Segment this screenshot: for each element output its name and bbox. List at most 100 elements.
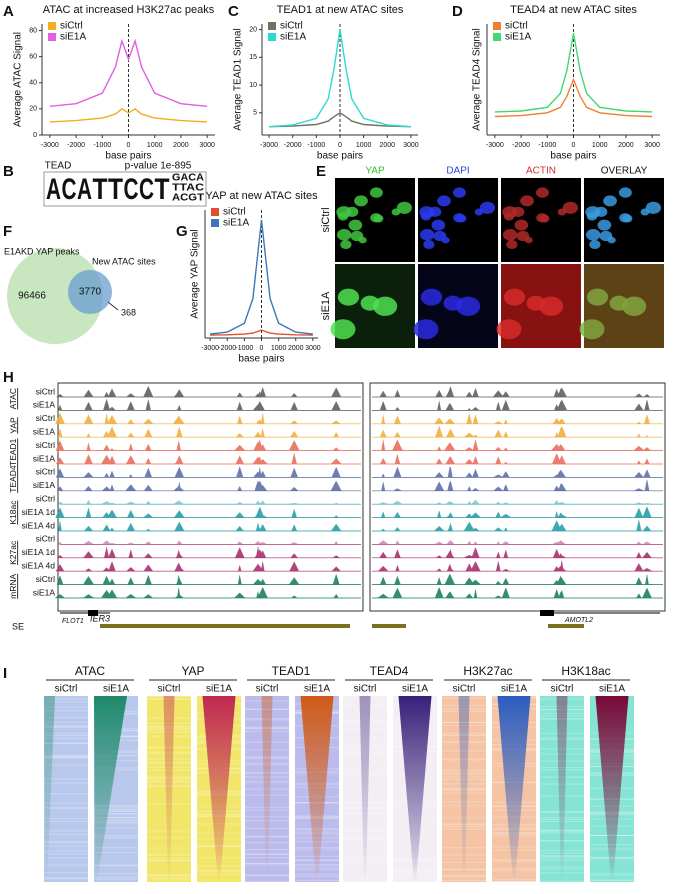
heatmap-column-label: siE1A <box>599 684 625 695</box>
heatmap-group-label: ATAC <box>75 664 106 678</box>
x-tick-label: -3000 <box>260 142 278 149</box>
x-tick-label: 0 <box>572 142 576 149</box>
venn-overlap: 3770 <box>79 287 102 298</box>
cell <box>496 319 522 340</box>
motif-letter: T <box>108 173 123 206</box>
heatmap-texture <box>44 830 88 832</box>
y-tick-label: 20 <box>249 26 257 33</box>
x-tick-label: 1000 <box>592 142 608 149</box>
heatmap-texture <box>94 878 138 880</box>
heatmap-group-label: H3K18ac <box>561 664 610 678</box>
track-sample-label: siCtrl <box>36 467 55 477</box>
heatmap-texture <box>44 710 88 712</box>
legend-label: siE1A <box>505 32 531 43</box>
gene-label: AMOTL2 <box>564 617 593 624</box>
heatmap-texture <box>44 757 88 759</box>
legend-swatch <box>211 208 219 216</box>
cell <box>456 214 467 223</box>
cell <box>579 319 605 340</box>
heatmap-texture <box>44 778 88 780</box>
heatmap-texture <box>94 877 138 879</box>
heatmap-texture <box>44 840 88 842</box>
cell <box>348 219 363 231</box>
heatmap-texture <box>94 847 138 849</box>
se-label: SE <box>12 621 24 631</box>
heatmap-texture <box>44 732 88 734</box>
track-box <box>57 382 364 612</box>
heatmap-column-label: siCtrl <box>256 684 279 695</box>
cell <box>420 288 443 306</box>
x-tick-label: -1000 <box>307 142 325 149</box>
legend-label: siE1A <box>280 32 306 43</box>
cell <box>503 288 526 306</box>
track-sample-label: siE1A 4d <box>21 520 55 530</box>
track-sample-label: siCtrl <box>36 413 55 423</box>
super-enhancer <box>372 624 406 628</box>
cell <box>337 288 360 306</box>
heatmap-texture <box>44 820 88 822</box>
y-axis-label: Average TEAD1 Signal <box>233 28 244 130</box>
cell <box>431 219 446 231</box>
heatmap-group-label: YAP <box>181 664 204 678</box>
track-sample-label: siCtrl <box>36 493 55 503</box>
heatmap-signal <box>44 696 55 882</box>
heatmap-column-label: siE1A <box>206 684 232 695</box>
cell <box>645 201 661 214</box>
panel-label: I <box>3 665 7 682</box>
panel-label: B <box>3 163 14 180</box>
heatmap-texture <box>44 725 88 727</box>
chart-title: ATAC at increased H3K27ac peaks <box>43 4 215 16</box>
x-tick-label: -2000 <box>512 142 530 149</box>
cell <box>413 319 439 340</box>
panel-label: H <box>3 369 14 386</box>
x-tick-label: 3000 <box>644 142 660 149</box>
track-sample-label: siE1A <box>33 480 56 490</box>
heatmap-texture <box>94 817 138 819</box>
heatmap-texture <box>94 807 138 809</box>
series-line <box>269 111 411 128</box>
cell <box>336 206 352 219</box>
motif-letter: T <box>93 173 108 206</box>
gene-label: IER3 <box>90 613 110 623</box>
heatmap-texture <box>94 827 138 829</box>
x-axis-label: base pairs <box>317 151 363 162</box>
x-tick-label: 1000 <box>356 142 372 149</box>
heatmap-texture <box>44 725 88 727</box>
cell <box>524 236 533 244</box>
legend-swatch <box>268 22 276 30</box>
cell <box>618 187 632 198</box>
legend-swatch <box>211 219 219 227</box>
heatmap-texture <box>94 813 138 815</box>
x-tick-label: 2000 <box>618 142 634 149</box>
venn-left-only: 96466 <box>18 291 46 302</box>
track-sample-label: siCtrl <box>36 440 55 450</box>
x-tick-label: -1000 <box>235 345 253 352</box>
motif-letter: A <box>46 173 61 206</box>
track-sample-label: siE1A <box>33 453 56 463</box>
image-column-label: YAP <box>365 166 385 177</box>
legend-label: siCtrl <box>280 21 303 32</box>
heatmap-texture <box>44 842 88 844</box>
heatmap-texture <box>94 805 138 807</box>
heatmap-texture <box>44 764 88 766</box>
track-sample-label: siE1A <box>33 587 56 597</box>
heatmap-column-label: siE1A <box>402 684 428 695</box>
track-box <box>369 382 666 612</box>
venn-pointer <box>107 301 119 311</box>
heatmap-group-label: H3K27ac <box>463 664 512 678</box>
track-group-label: K27ac <box>8 540 18 565</box>
actin-fibers <box>501 264 581 348</box>
x-tick-label: 3000 <box>199 142 215 149</box>
heatmap-texture <box>44 793 88 795</box>
legend-label: siCtrl <box>223 207 246 218</box>
motif-letter: C <box>62 173 77 206</box>
cell <box>396 201 412 214</box>
heatmap-texture <box>94 769 138 771</box>
x-tick-label: -1000 <box>538 142 556 149</box>
track-group-label: mRNA <box>8 573 18 598</box>
legend-swatch <box>48 22 56 30</box>
cell <box>373 296 398 316</box>
image-column-label: ACTIN <box>526 166 556 177</box>
heatmap-group-label: TEAD4 <box>370 664 409 678</box>
